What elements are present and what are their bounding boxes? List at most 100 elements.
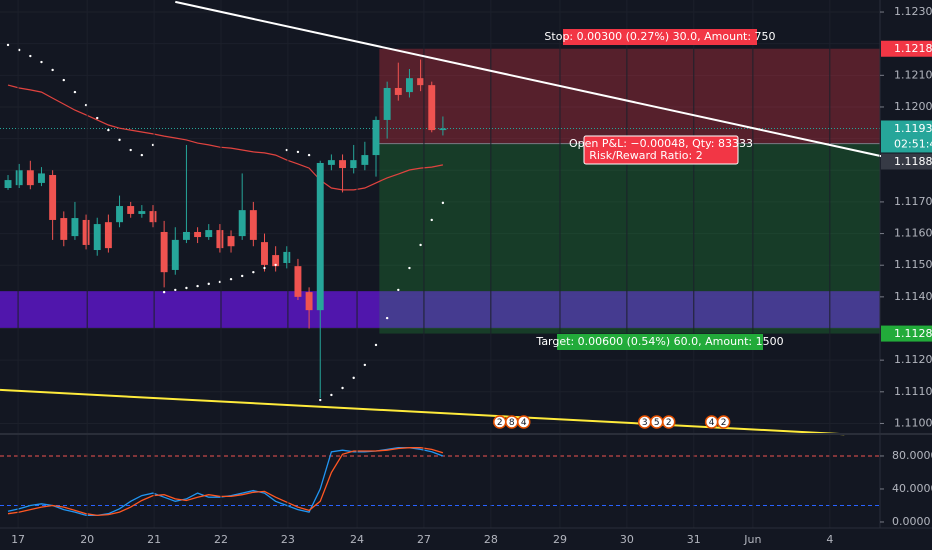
x-tick-label: 24: [350, 533, 364, 546]
sar-dot: [240, 274, 244, 278]
price-label-bg: [881, 40, 932, 57]
sar-dot: [296, 150, 300, 154]
sar-dot: [107, 128, 110, 132]
sar-dot: [363, 363, 367, 367]
candle-body: [127, 206, 135, 214]
y-tick-label: 80.0000: [892, 449, 932, 462]
price-label-bg: [881, 153, 932, 170]
target-label-bg: [557, 334, 763, 350]
event-count: 4: [521, 418, 527, 428]
event-count: 8: [509, 418, 515, 428]
y-tick-label: 1.12100: [894, 68, 932, 81]
sar-dot: [441, 201, 445, 205]
sar-dot: [341, 386, 344, 390]
trendline: [175, 0, 932, 169]
sar-dot: [430, 218, 433, 222]
event-count: 4: [709, 418, 715, 428]
x-tick-label: 29: [553, 533, 567, 546]
event-count: 2: [721, 418, 727, 428]
price-axis-bg: [880, 0, 932, 550]
sar-dot: [229, 277, 233, 281]
candle-body: [339, 160, 347, 169]
x-tick-label: 23: [281, 533, 295, 546]
candle-body: [104, 222, 112, 249]
sar-dot: [6, 43, 10, 47]
candle-body: [116, 206, 123, 223]
candle-body: [182, 231, 190, 240]
y-tick-label: 1.12000: [894, 100, 932, 113]
sar-dot: [307, 153, 311, 157]
candle-body: [205, 230, 213, 238]
sar-dot: [185, 286, 188, 290]
sar-dot: [408, 266, 411, 270]
y-tick-label: 40.0000: [892, 482, 932, 495]
stop-label: Stop: 0.00300 (0.27%) 30.0, Amount: 750: [544, 30, 775, 43]
sar-dot: [330, 393, 333, 397]
candle-body: [327, 160, 335, 165]
y-tick-label: 1.11200: [894, 353, 932, 366]
sar-dot: [96, 116, 99, 120]
price-label: 1.11884: [894, 155, 932, 168]
sar-dot: [352, 376, 355, 380]
y-tick-label: 1.11500: [894, 258, 932, 271]
y-tick-label: 1.12300: [894, 5, 932, 18]
x-tick-label: 27: [417, 533, 431, 546]
candle-body: [15, 170, 23, 186]
event-count: 2: [666, 418, 672, 428]
stop-label-bg: [563, 29, 757, 45]
sar-dot: [263, 266, 266, 270]
x-tick-label: Jun: [743, 533, 761, 546]
event-count: 2: [497, 418, 503, 428]
price-label: 1.12184: [894, 42, 932, 55]
candle-body: [216, 230, 224, 249]
sar-dot: [274, 263, 277, 267]
sar-dot: [40, 60, 43, 64]
candle-body: [417, 78, 425, 86]
candle-body: [227, 236, 235, 247]
candle-body: [350, 160, 358, 169]
sar-dot: [29, 54, 32, 58]
candle-body: [261, 242, 268, 265]
candle-body: [194, 231, 202, 238]
candle-body: [372, 119, 380, 156]
price-label: 1.11932: [894, 122, 932, 135]
rr-label: Risk/Reward Ratio: 2: [589, 149, 702, 162]
sar-dot: [162, 290, 166, 294]
candle-body: [294, 266, 302, 297]
sar-dot: [319, 398, 322, 402]
candle-body: [394, 87, 402, 95]
x-tick-label: 4: [826, 533, 833, 546]
candle-body: [405, 78, 413, 93]
candle-body: [316, 162, 324, 311]
sar-dot: [129, 148, 132, 152]
oscillator-pane: [0, 447, 880, 517]
x-tick-label: 31: [687, 533, 701, 546]
candle-body: [283, 251, 291, 263]
candle-body: [249, 210, 257, 240]
target-label: Target: 0.00600 (0.54%) 60.0, Amount: 15…: [535, 335, 783, 348]
x-tick-label: 20: [80, 533, 94, 546]
candle-body: [439, 128, 447, 131]
sar-dot: [385, 316, 389, 320]
sar-dot: [62, 78, 65, 82]
sar-dot: [17, 48, 21, 52]
candle-body: [71, 218, 79, 237]
target-zone: [379, 143, 880, 334]
price-label-bg: [881, 120, 932, 153]
sar-dot: [374, 343, 378, 347]
candle-body: [49, 175, 57, 220]
price-pane: [0, 11, 880, 424]
event-count: 3: [642, 418, 648, 428]
candle-body: [82, 219, 90, 245]
candle-body: [160, 231, 168, 273]
sar-dot: [51, 68, 54, 72]
candle-body: [428, 85, 436, 131]
countdown: 02:51:40: [894, 137, 932, 150]
price-label: 1.11284: [894, 327, 932, 340]
candle-body: [93, 224, 101, 251]
candle-body: [60, 218, 68, 240]
sar-dot: [73, 90, 77, 94]
candle-body: [383, 87, 391, 120]
